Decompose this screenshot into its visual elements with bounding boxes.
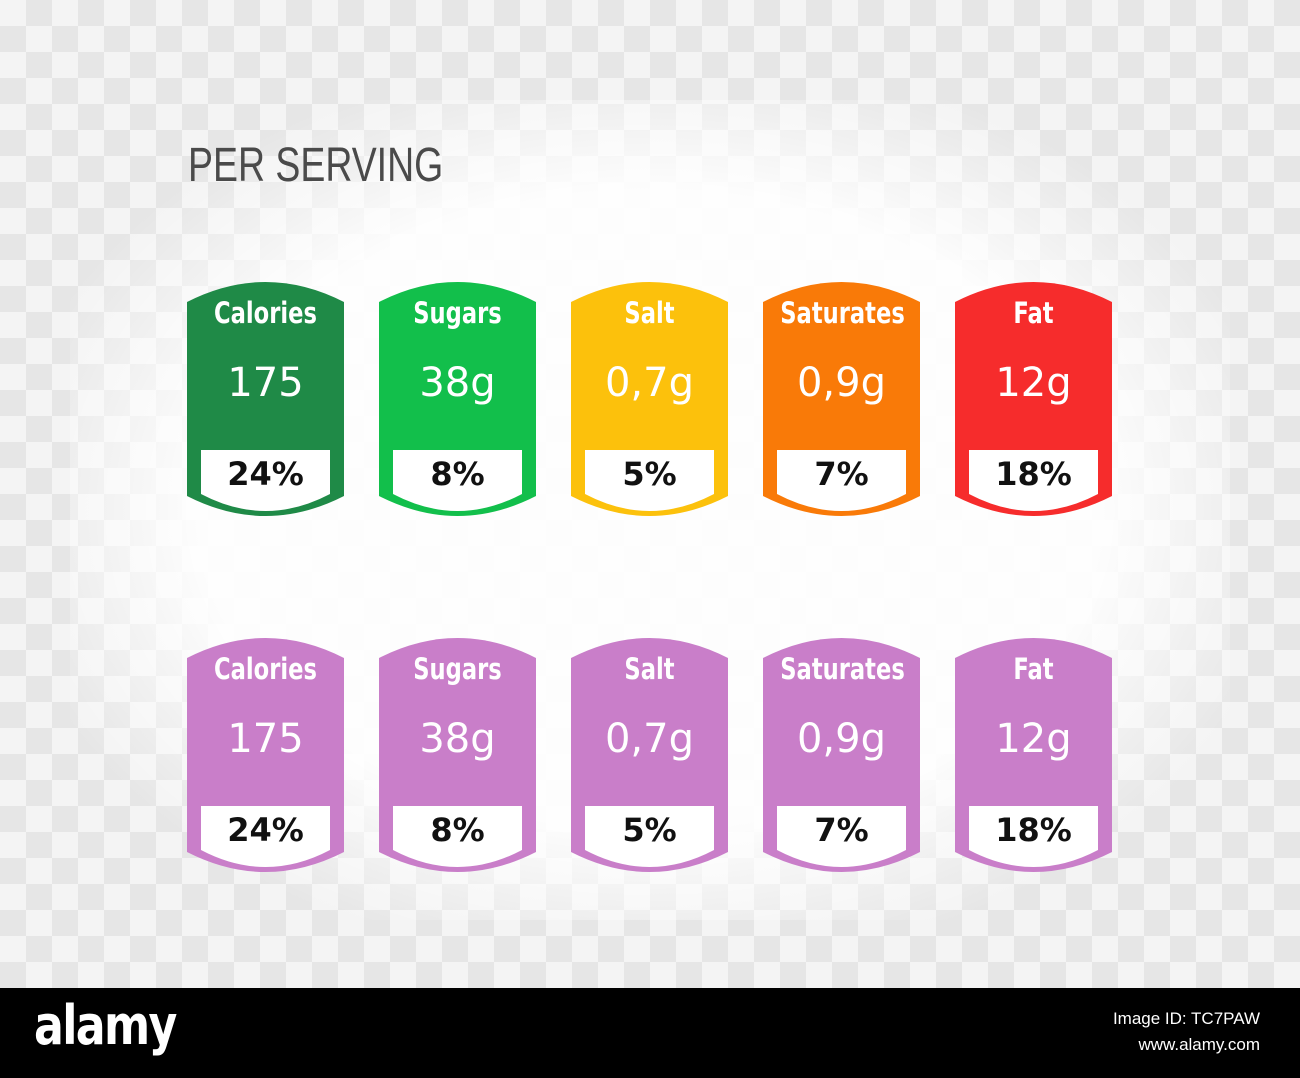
label-shape: [763, 282, 920, 516]
label-shape: [955, 638, 1112, 872]
daily-percent: 7%: [814, 811, 869, 849]
watermark-banner: alamy Image ID: TC7PAW www.alamy.com: [0, 988, 1300, 1078]
nutrient-name: Saturates: [780, 652, 905, 686]
label-shape: [955, 282, 1112, 516]
nutrient-name: Calories: [214, 296, 317, 330]
colored-label-row: Calories 175 24% Sugars 38g 8% Salt 0,7g…: [187, 272, 1117, 526]
nutrient-amount: 0,7g: [604, 716, 694, 762]
purple-label-row: Calories 175 24% Sugars 38g 8% Salt 0,7g…: [187, 628, 1117, 882]
nutrient-amount: 38g: [419, 360, 496, 406]
nutrition-label: Saturates 0,9g 7%: [763, 628, 920, 882]
label-shape: [571, 638, 728, 872]
nutrition-label: Sugars 38g 8%: [379, 628, 536, 882]
nutrition-label: Salt 0,7g 5%: [571, 272, 728, 526]
nutrient-name: Sugars: [413, 296, 502, 330]
daily-percent: 8%: [430, 455, 485, 493]
nutrient-name: Sugars: [413, 652, 502, 686]
nutrition-label: Calories 175 24%: [187, 272, 344, 526]
nutrition-label: Fat 12g 18%: [955, 272, 1112, 526]
nutrient-name: Salt: [624, 296, 675, 330]
nutrient-name: Saturates: [780, 296, 905, 330]
site-url-text: www.alamy.com: [1138, 1035, 1260, 1054]
label-shape: [379, 638, 536, 872]
daily-percent: 8%: [430, 811, 485, 849]
nutrient-amount: 0,9g: [796, 360, 886, 406]
nutrient-name: Fat: [1013, 652, 1054, 686]
daily-percent: 7%: [814, 455, 869, 493]
nutrient-name: Calories: [214, 652, 317, 686]
nutrition-label: Salt 0,7g 5%: [571, 628, 728, 882]
image-id-text: Image ID: TC7PAW: [1112, 1009, 1260, 1028]
nutrition-label: Sugars 38g 8%: [379, 272, 536, 526]
daily-percent: 18%: [995, 455, 1072, 493]
label-shape: [187, 282, 344, 516]
nutrient-name: Salt: [624, 652, 675, 686]
nutrient-amount: 12g: [995, 360, 1072, 406]
nutrition-label: Fat 12g 18%: [955, 628, 1112, 882]
daily-percent: 5%: [622, 811, 677, 849]
nutrition-label: Calories 175 24%: [187, 628, 344, 882]
nutrient-amount: 0,7g: [604, 360, 694, 406]
nutrient-name: Fat: [1013, 296, 1054, 330]
daily-percent: 5%: [622, 455, 677, 493]
nutrient-amount: 0,9g: [796, 716, 886, 762]
daily-percent: 24%: [227, 455, 304, 493]
brand-logo: alamy: [34, 994, 177, 1057]
page-title: PER SERVING: [188, 139, 444, 192]
label-shape: [379, 282, 536, 516]
daily-percent: 24%: [227, 811, 304, 849]
label-shape: [763, 638, 920, 872]
nutrition-label: Saturates 0,9g 7%: [763, 272, 920, 526]
nutrient-amount: 12g: [995, 716, 1072, 762]
label-shape: [571, 282, 728, 516]
nutrient-amount: 38g: [419, 716, 496, 762]
image-credit: Image ID: TC7PAW www.alamy.com: [1113, 1006, 1260, 1058]
nutrient-amount: 175: [227, 360, 304, 406]
label-shape: [187, 638, 344, 872]
nutrient-amount: 175: [227, 716, 304, 762]
daily-percent: 18%: [995, 811, 1072, 849]
